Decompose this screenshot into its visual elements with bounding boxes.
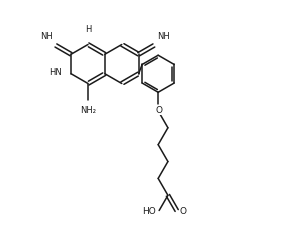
Text: O: O — [179, 207, 186, 216]
Text: H: H — [85, 26, 91, 34]
Text: NH₂: NH₂ — [80, 106, 96, 115]
Text: NH: NH — [157, 32, 169, 41]
Text: O: O — [156, 106, 163, 115]
Text: NH: NH — [40, 32, 53, 41]
Text: HO: HO — [142, 207, 156, 216]
Text: HN: HN — [49, 68, 62, 77]
